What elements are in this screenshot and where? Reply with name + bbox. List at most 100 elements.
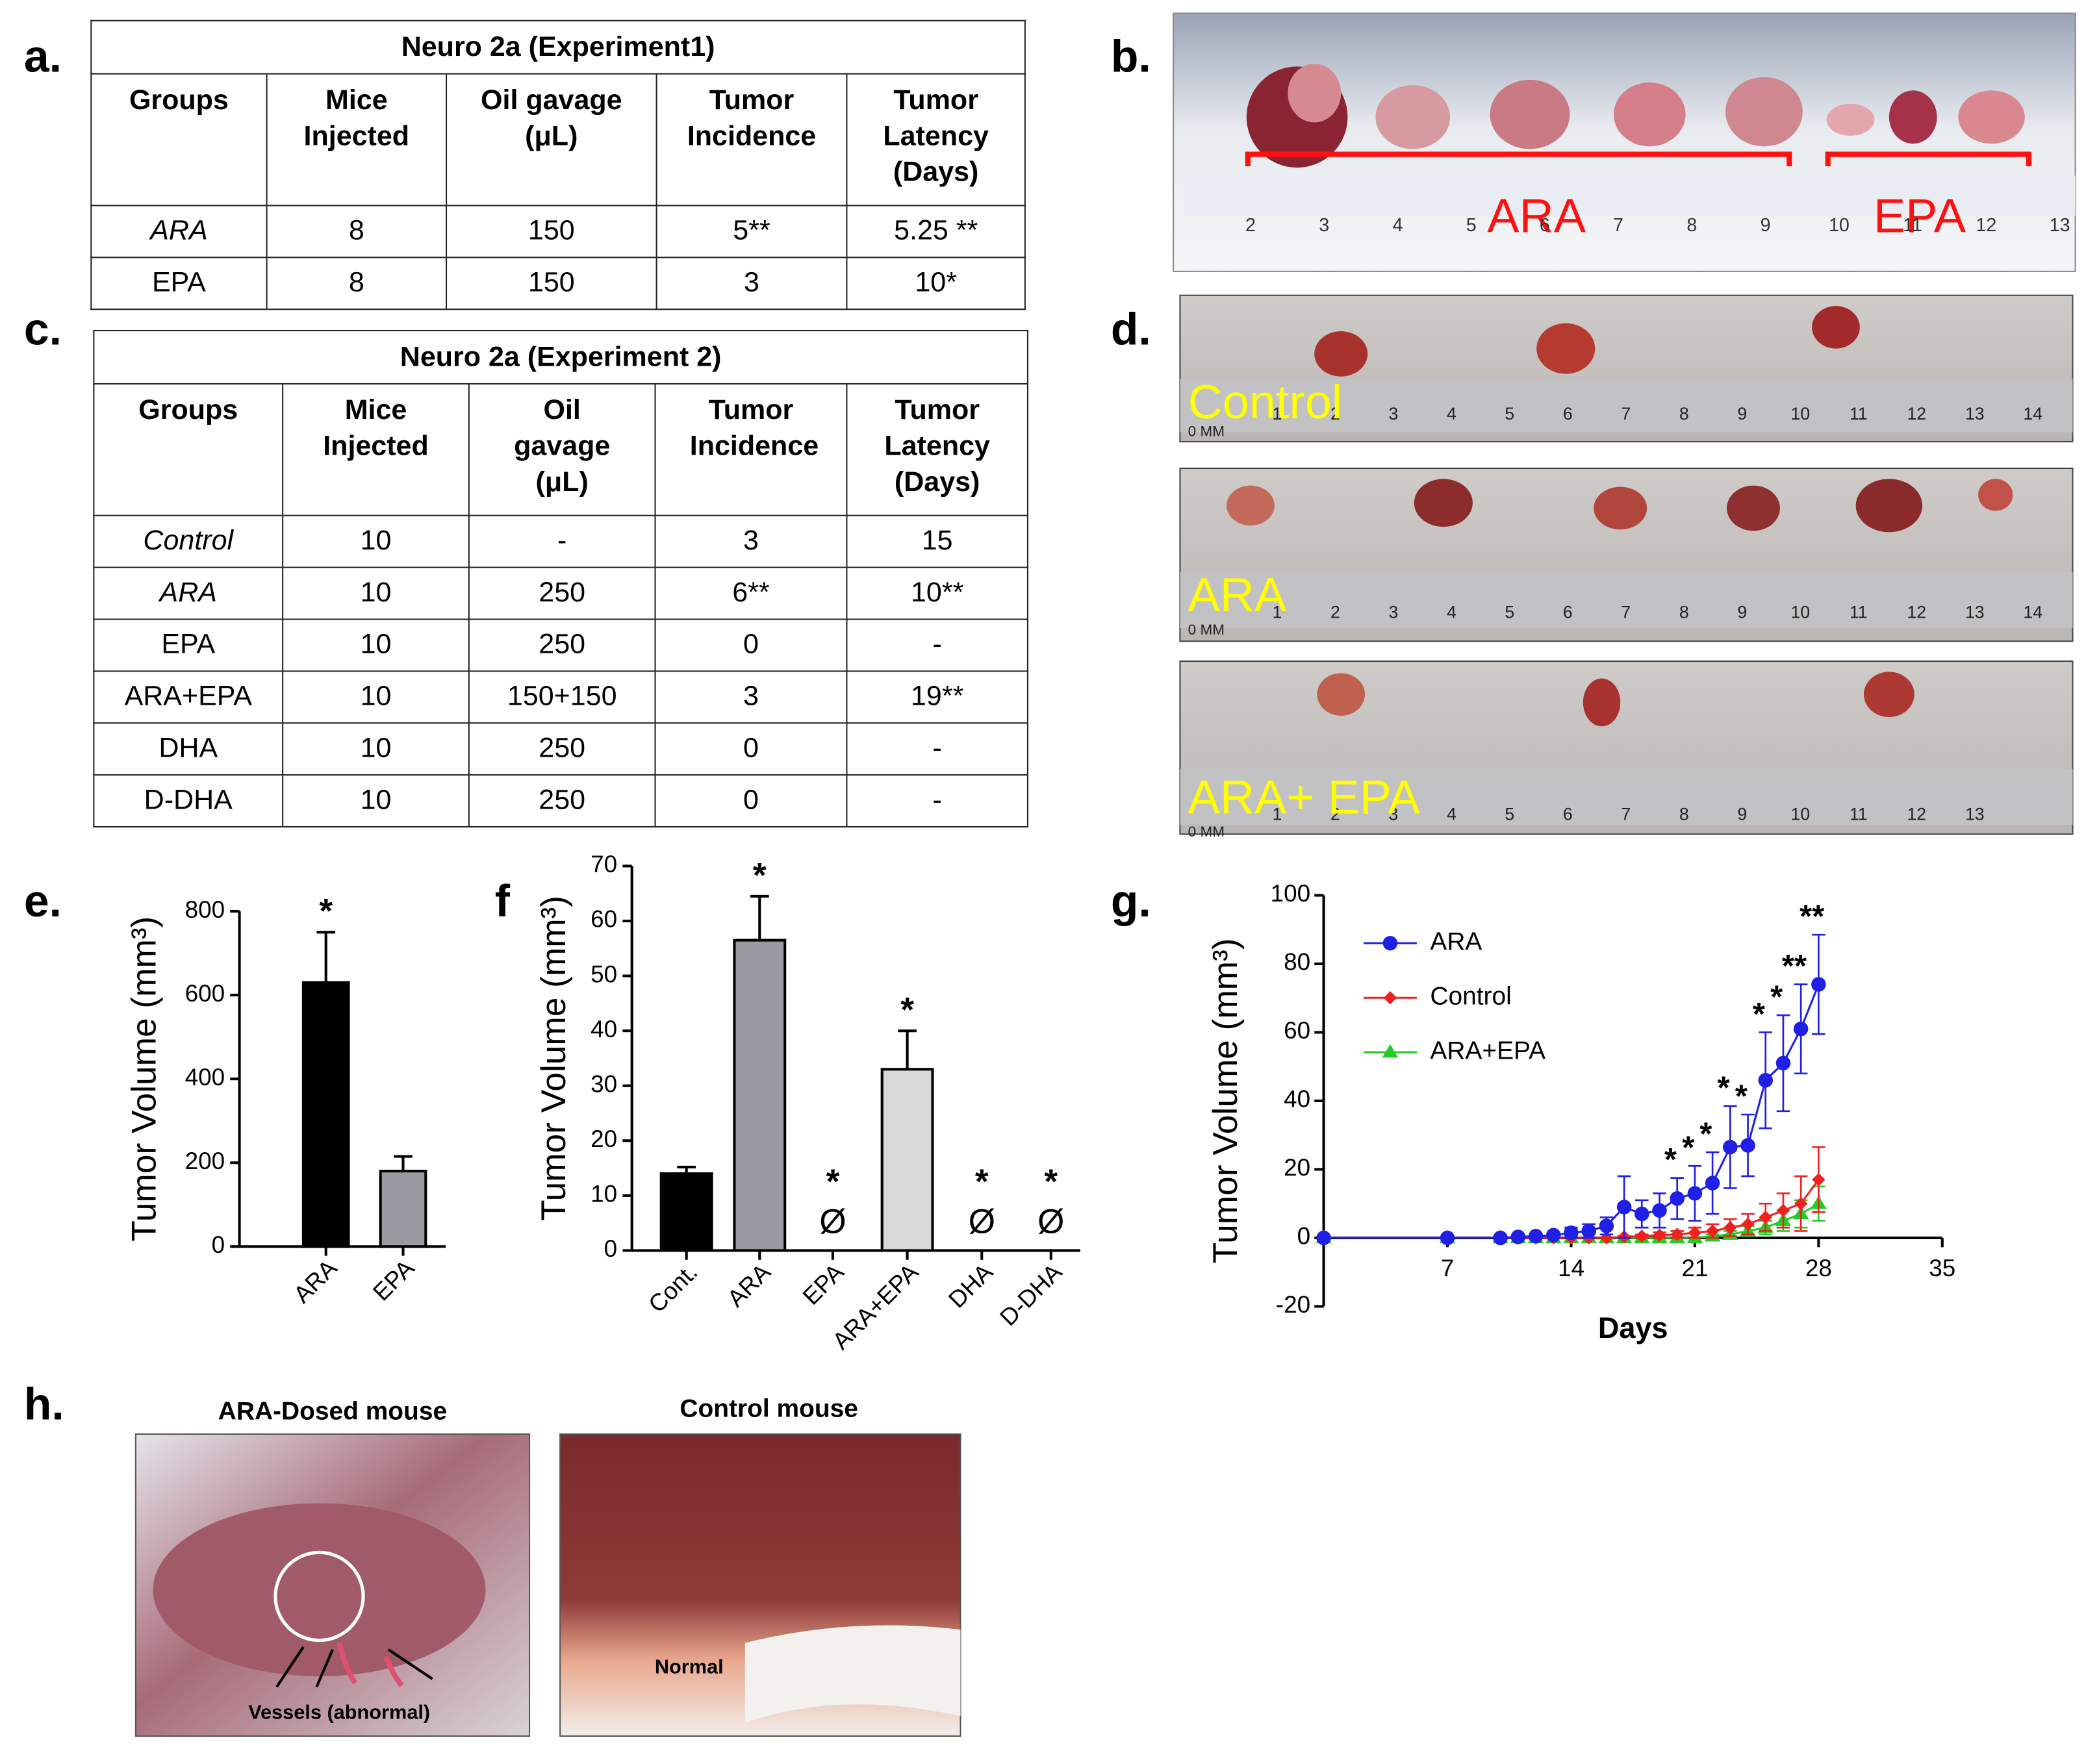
y-tick-label: 400 [185, 1064, 225, 1090]
table: Neuro 2a (Experiment1) Groups Mice Injecte… [90, 19, 1026, 310]
cell-text: - [932, 733, 942, 764]
point [1316, 1230, 1331, 1246]
cell-text: EPA [151, 267, 206, 298]
ruler-number: 6 [1563, 404, 1573, 423]
table-cell: Groups [93, 383, 284, 516]
y-tick-label: 40 [591, 1016, 617, 1042]
cell-text: Tumor Incidence [687, 85, 817, 152]
table-cell: 250 [468, 566, 656, 620]
ruler-number: 11 [1903, 215, 1922, 236]
cell-text: Tumor Incidence [689, 395, 819, 462]
ruler-number: 12 [1907, 602, 1926, 622]
cell-text: 10 [360, 577, 392, 609]
legend-label: ARA [1430, 928, 1482, 956]
table-cell: 10 [282, 618, 470, 672]
ruler-number: 13 [2050, 215, 2070, 236]
y-tick-label: 60 [1284, 1017, 1310, 1044]
significance: * [1770, 980, 1783, 1015]
table-cell: 8 [266, 257, 448, 310]
bar [659, 1172, 713, 1252]
x-tick-label: 14 [1558, 1255, 1584, 1281]
x-tick-label: 35 [1929, 1255, 1955, 1281]
photo-title: Control mouse [680, 1394, 858, 1422]
ruler-number: 14 [2023, 602, 2042, 622]
y-tick-label: 70 [591, 851, 617, 877]
cell-text: - [932, 629, 942, 660]
x-tick-label: Cont. [643, 1259, 702, 1318]
point [1564, 1225, 1579, 1241]
table-cell: 10 [282, 566, 470, 620]
ruler-number: 7 [1621, 602, 1631, 622]
x-tick-label: 7 [1441, 1255, 1454, 1281]
table-cell: Groups [90, 73, 268, 207]
x-tick-label: 28 [1805, 1255, 1832, 1281]
table-cell: DHA [93, 722, 284, 776]
error-bar [316, 931, 336, 983]
table-cell: 0 [654, 722, 848, 776]
cell-text: 8 [348, 215, 364, 246]
point [1652, 1203, 1667, 1218]
cell-text: 6** [732, 577, 770, 609]
cell-text: 10 [360, 681, 392, 712]
legend-marker [1383, 990, 1397, 1005]
point [1758, 1073, 1773, 1088]
cell-text: 10 [360, 785, 392, 816]
cell-text: 250 [539, 629, 586, 660]
ruler-number: 5 [1505, 404, 1514, 423]
cell-text: Control [143, 525, 234, 557]
y-tick-label: 40 [1284, 1086, 1310, 1113]
table-cell: 19** [846, 670, 1028, 724]
y-tick-label: 0 [212, 1231, 225, 1258]
photo-label: ARA+ EPA [1188, 770, 1421, 824]
cell-text: Neuro 2a (Experiment1) [401, 31, 715, 62]
y-tick-label: 0 [1297, 1223, 1310, 1250]
table-cell: D-DHA [93, 774, 284, 828]
table-cell: - [846, 618, 1028, 672]
table-cell: 250 [468, 722, 656, 776]
ruler-number: 1 [1272, 602, 1282, 622]
ruler-number: 4 [1447, 805, 1456, 824]
ruler-number: 11 [1850, 602, 1868, 622]
table-cell: 5** [655, 205, 848, 258]
table-cell: 3 [655, 257, 848, 310]
cell-text: 150+150 [507, 681, 617, 712]
point [1687, 1186, 1703, 1201]
cell-text: 250 [539, 733, 586, 764]
ruler-number: 9 [1761, 215, 1771, 236]
ruler-number: 10 [1829, 215, 1850, 236]
cell-text: 10 [360, 629, 392, 660]
y-tick-label: 60 [591, 906, 617, 933]
x-tick-label: 21 [1681, 1255, 1708, 1281]
legend-marker [1382, 935, 1398, 951]
cell-text: 0 [743, 629, 759, 660]
cell-text: Groups [138, 395, 238, 426]
point [1741, 1217, 1755, 1231]
ruler-number: 1 [1272, 404, 1282, 423]
ruler-number: 3 [1388, 602, 1398, 622]
ruler-number: 4 [1392, 215, 1403, 236]
point [1581, 1224, 1596, 1239]
ruler-number: 6 [1563, 805, 1573, 824]
ruler-number: 8 [1679, 805, 1689, 824]
ruler-number: 9 [1737, 404, 1747, 423]
table-cell: 250 [468, 774, 656, 828]
point [1793, 1021, 1809, 1037]
cell-text: - [557, 525, 567, 557]
ruler-prefix: 0 MM [1188, 423, 1225, 440]
ruler-prefix: 0 MM [1188, 824, 1225, 840]
point [1794, 1196, 1808, 1211]
table-cell: Tumor Incidence [655, 73, 848, 207]
point [1616, 1200, 1632, 1215]
table-cell: ARA [93, 566, 284, 620]
panel-label: h. [24, 1378, 64, 1429]
table-cell: 5.25 ** [846, 205, 1026, 258]
panel-label: g. [1111, 876, 1151, 926]
ruler-number: 3 [1388, 404, 1398, 423]
table-cell: 0 [654, 774, 848, 828]
table-cell: Tumor Latency (Days) [846, 73, 1026, 207]
table-cell: 150 [446, 257, 657, 310]
x-tick-label: ARA [288, 1254, 342, 1308]
significance: * [975, 1163, 989, 1201]
ruler-number: 5 [1466, 215, 1477, 236]
